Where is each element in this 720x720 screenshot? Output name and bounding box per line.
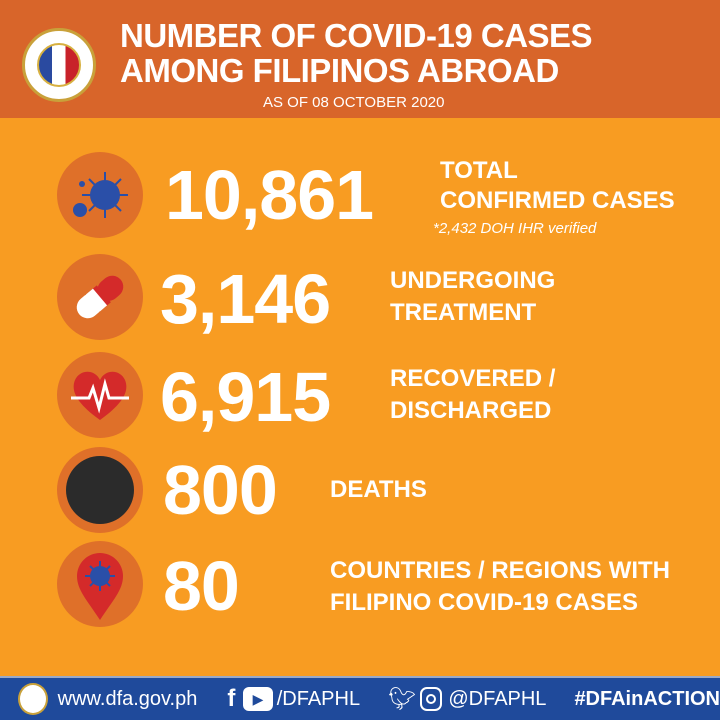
stat-label: TREATMENT <box>390 299 537 326</box>
stat-value: 6,915 <box>160 358 331 436</box>
stat-label: DISCHARGED <box>390 397 552 424</box>
fb-yt-handle[interactable]: /DFAPHL <box>276 687 361 710</box>
title-line-1: NUMBER OF COVID-19 CASES <box>120 17 593 54</box>
stat-label: CONFIRMED CASES <box>440 187 675 214</box>
as-of-date: AS OF 08 OCTOBER 2020 <box>263 94 445 111</box>
website-link[interactable]: www.dfa.gov.ph <box>57 687 198 710</box>
location-pin-virus-icon <box>57 541 143 627</box>
dfa-seal-small-logo <box>18 683 48 715</box>
instagram-icon <box>420 687 443 711</box>
stat-label: DEATHS <box>330 476 427 503</box>
footer: www.dfa.gov.ph f ▶ /DFAPHL 🐦︎ @DFAPHL #D… <box>0 676 720 720</box>
tw-ig-handle[interactable]: @DFAPHL <box>448 687 547 710</box>
stat-value: 10,861 <box>165 156 374 234</box>
stat-note: *2,432 DOH IHR verified <box>433 220 597 237</box>
stat-label: UNDERGOING <box>390 267 556 294</box>
page-title: NUMBER OF COVID-19 CASES AMONG FILIPINOS… <box>120 17 593 89</box>
twitter-icon: 🐦︎ <box>388 686 416 711</box>
stat-value: 3,146 <box>160 260 331 338</box>
stat-label: TOTAL <box>440 157 518 184</box>
stat-value: 800 <box>163 451 278 529</box>
heartbeat-icon <box>57 352 143 438</box>
title-line-2: AMONG FILIPINOS ABROAD <box>120 52 559 89</box>
virus-icon <box>57 152 143 238</box>
pill-icon <box>57 254 143 340</box>
stat-label: COUNTRIES / REGIONS WITH <box>330 557 671 584</box>
youtube-icon: ▶ <box>243 687 273 711</box>
stat-label: FILIPINO COVID-19 CASES <box>330 589 639 616</box>
facebook-icon: f <box>227 685 236 712</box>
stat-value: 80 <box>163 547 240 625</box>
dfa-seal-logo <box>22 28 96 102</box>
header: NUMBER OF COVID-19 CASES AMONG FILIPINOS… <box>0 0 720 118</box>
stat-label: RECOVERED / <box>390 365 556 392</box>
hashtag: #DFAinACTION <box>574 687 720 710</box>
black-circle-icon <box>57 447 143 533</box>
